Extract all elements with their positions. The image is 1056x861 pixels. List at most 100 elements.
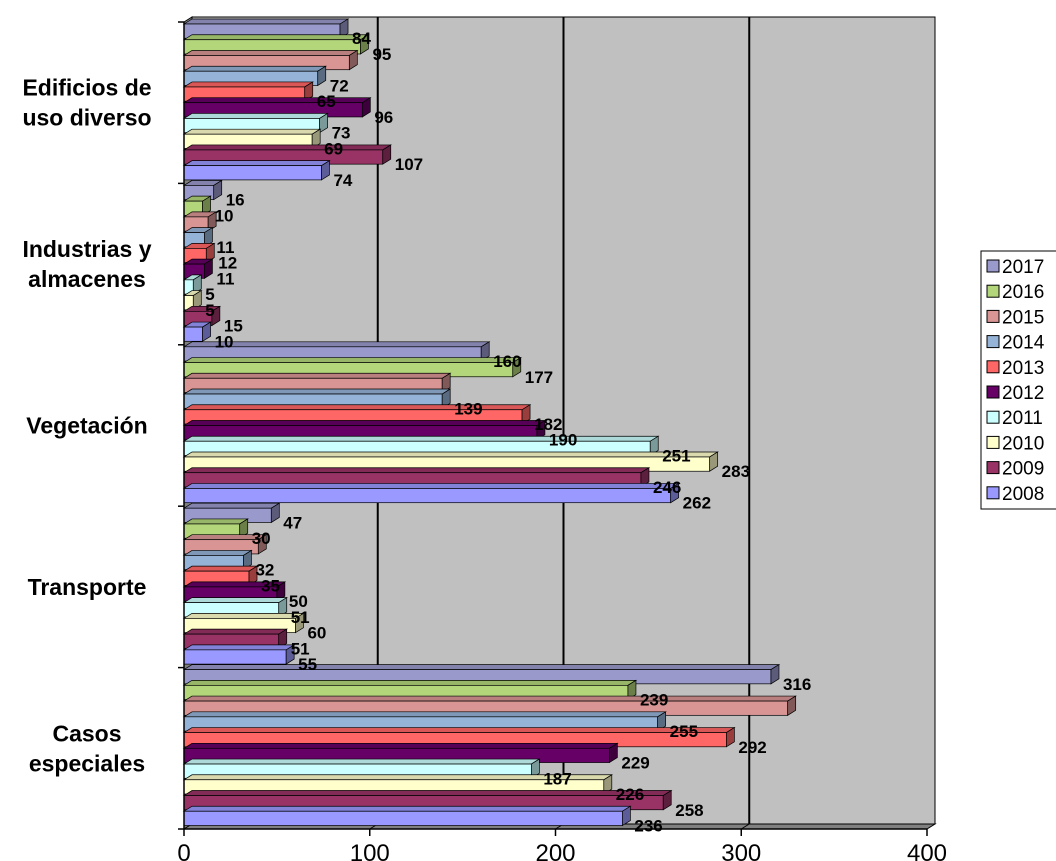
- legend-label: 2012: [1002, 383, 1044, 404]
- gridline-floor-300: [740, 823, 750, 830]
- value-label-2017-2: 160: [493, 352, 521, 371]
- value-label-2012-0: 96: [374, 108, 393, 127]
- value-label-2011-3: 51: [291, 608, 310, 627]
- category-label: Vegetación: [26, 413, 147, 439]
- x-tick-label-300: 300: [721, 840, 761, 861]
- x-tick-label-400: 400: [907, 840, 947, 861]
- value-label-2011-1: 5: [205, 285, 214, 304]
- value-label-2012-3: 50: [289, 592, 308, 611]
- value-label-2017-0: 84: [352, 29, 371, 48]
- value-label-2016-1: 10: [215, 206, 234, 225]
- legend-label: 2016: [1002, 282, 1044, 303]
- legend-label: 2013: [1002, 358, 1044, 379]
- value-label-2017-1: 16: [226, 191, 245, 210]
- legend-swatch: [986, 360, 1000, 374]
- value-label-2008-1: 10: [215, 332, 234, 351]
- legend-swatch: [986, 335, 1000, 349]
- legend-item-2016: 2016: [986, 282, 1044, 303]
- value-label-2011-4: 187: [543, 769, 571, 788]
- bar-2016-1: [182, 195, 212, 217]
- value-label-2016-0: 95: [372, 45, 391, 64]
- legend-item-2009: 2009: [986, 459, 1044, 480]
- bar-2008-3: [182, 644, 296, 665]
- legend-label: 2011: [1002, 408, 1043, 429]
- value-label-2008-4: 236: [634, 817, 662, 836]
- value-label-2013-0: 65: [317, 92, 336, 111]
- category-label: Transporte: [28, 574, 147, 600]
- category-label: Industrias y almacenes: [22, 236, 151, 292]
- value-label-2013-3: 35: [261, 576, 280, 595]
- category-label: Casos especiales: [29, 720, 145, 776]
- value-label-2009-2: 246: [653, 478, 681, 497]
- legend-item-2017: 2017: [986, 257, 1044, 278]
- value-label-2009-1: 15: [224, 317, 243, 336]
- value-label-2009-0: 107: [395, 155, 423, 174]
- legend-item-2014: 2014: [986, 333, 1045, 354]
- value-labels: 8495726596736910774161011121155151016017…: [205, 29, 811, 835]
- legend-item-2013: 2013: [986, 358, 1044, 379]
- legend-label: 2009: [1002, 459, 1044, 480]
- bar-2011-1: [182, 274, 203, 295]
- x-tick-label-200: 200: [535, 840, 575, 861]
- value-label-2010-0: 69: [324, 139, 343, 158]
- value-label-2013-2: 182: [534, 415, 562, 434]
- bar-2008-0: [182, 160, 331, 181]
- x-tick-label-0: 0: [177, 840, 190, 861]
- legend-label: 2008: [1002, 484, 1044, 505]
- legend-item-2015: 2015: [986, 307, 1044, 328]
- value-label-2008-3: 55: [298, 655, 317, 674]
- value-label-2013-1: 12: [218, 254, 237, 273]
- bar-2008-1: [182, 321, 212, 342]
- value-label-2012-1: 11: [216, 269, 234, 288]
- value-label-2012-2: 190: [549, 431, 577, 450]
- legend-swatch: [986, 410, 1000, 424]
- value-label-2017-4: 316: [783, 675, 811, 694]
- value-label-2017-3: 47: [283, 513, 302, 532]
- legend-label: 2010: [1002, 433, 1044, 454]
- value-label-2016-4: 239: [640, 691, 668, 710]
- legend: 2017 2016 2015 2014 2013 2012 2011 2010 2009 2008: [980, 250, 1056, 510]
- value-label-2014-4: 255: [670, 722, 698, 741]
- legend-item-2011: 2011: [986, 408, 1043, 429]
- value-label-2014-0: 72: [330, 76, 349, 95]
- legend-item-2012: 2012: [986, 383, 1044, 404]
- x-tick-label-100: 100: [350, 840, 390, 861]
- value-label-2012-4: 229: [621, 754, 649, 773]
- value-label-2010-1: 5: [205, 301, 214, 320]
- legend-swatch: [986, 385, 1000, 399]
- value-label-2016-2: 177: [525, 368, 553, 387]
- category-label: Edificios de uso diverso: [22, 75, 151, 131]
- legend-label: 2015: [1002, 307, 1044, 328]
- legend-swatch: [986, 486, 1000, 500]
- legend-swatch: [986, 435, 1000, 449]
- value-label-2010-2: 283: [722, 462, 750, 481]
- legend-swatch: [986, 284, 1000, 298]
- value-label-2010-4: 226: [616, 785, 644, 804]
- value-label-2014-3: 32: [255, 561, 274, 580]
- value-label-2014-1: 11: [216, 238, 234, 257]
- value-label-2009-3: 51: [291, 639, 310, 658]
- legend-label: 2014: [1002, 333, 1045, 354]
- legend-swatch: [986, 309, 1000, 323]
- bar-2008-4: [182, 805, 632, 827]
- legend-item-2010: 2010: [986, 433, 1044, 454]
- legend-label: 2017: [1002, 257, 1044, 278]
- value-label-2013-4: 292: [738, 738, 766, 757]
- value-label-2011-0: 73: [332, 124, 351, 143]
- value-label-2008-2: 262: [683, 494, 711, 513]
- bars: [182, 18, 797, 827]
- legend-item-2008: 2008: [986, 484, 1044, 505]
- bar-2008-2: [182, 482, 680, 504]
- value-label-2010-3: 60: [307, 624, 326, 643]
- legend-swatch: [986, 259, 1000, 273]
- category-labels: Edificios de uso diverso Industrias y almac…: [22, 75, 151, 777]
- bar-2010-1: [182, 289, 203, 311]
- legend-swatch: [986, 461, 1000, 475]
- value-label-2011-2: 251: [662, 446, 690, 465]
- value-label-2008-0: 74: [333, 171, 352, 190]
- value-label-2014-2: 139: [454, 399, 482, 418]
- x-axis-ticks: 0 100 200 300 400: [177, 21, 947, 861]
- value-label-2016-3: 30: [252, 529, 271, 548]
- value-label-2009-4: 258: [675, 801, 703, 820]
